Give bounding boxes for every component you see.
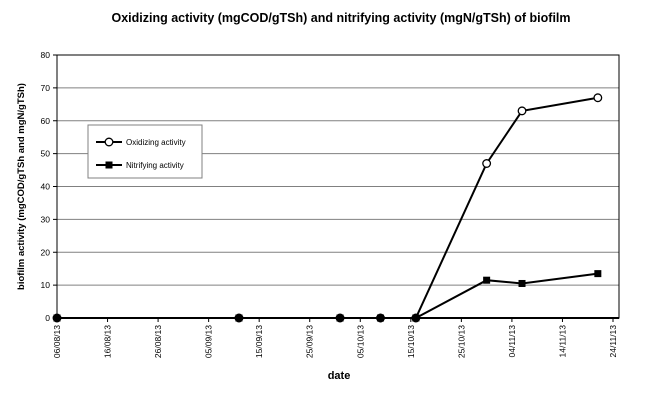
legend-label-nitrifying: Nitrifying activity	[126, 161, 184, 170]
oxidizing-data-point	[593, 93, 603, 103]
chart-title: Oxidizing activity (mgCOD/gTSh) and nitr…	[111, 11, 571, 25]
y-tick-label: 20	[41, 247, 51, 257]
y-tick-label: 30	[41, 214, 51, 224]
y-tick-label: 70	[41, 83, 51, 93]
oxidizing-data-point	[482, 159, 492, 168]
x-tick-label: 06/08/13	[52, 325, 62, 358]
x-tick-label: 16/08/13	[103, 325, 113, 358]
x-tick-label: 15/09/13	[254, 325, 264, 358]
nitrifying-data-point	[376, 314, 384, 322]
y-axis-title: biofilm activity (mgCOD/gTSh and mgN/gTS…	[16, 83, 27, 290]
nitrifying-data-point	[53, 314, 61, 322]
axes-and-gridlines: 0 10 20 30 40 50 60 70 80 06/08/13 16/08/13 26/08/1…	[41, 50, 620, 358]
x-tick-label: 05/10/13	[355, 325, 365, 358]
y-tick-label: 50	[41, 149, 51, 159]
nitrifying-data-point	[518, 279, 526, 287]
nitrifying-series-line	[57, 272, 598, 319]
y-tick-label: 60	[41, 116, 51, 126]
y-tick-label: 0	[45, 313, 50, 323]
y-tick-label: 10	[41, 280, 51, 290]
nitrifying-data-point	[235, 314, 243, 322]
oxidizing-marker-icon	[104, 137, 114, 147]
y-tick-label: 40	[41, 182, 51, 192]
legend-label-oxidizing: Oxidizing activity	[126, 138, 186, 147]
legend-box	[87, 124, 203, 179]
x-tick-label: 04/11/13	[507, 325, 517, 358]
nitrifying-marker-icon	[105, 161, 113, 169]
legend-item-oxidizing: Oxidizing activity	[96, 137, 186, 147]
legend-item-nitrifying: Nitrifying activity	[96, 161, 184, 170]
x-tick-label: 14/11/13	[557, 325, 567, 358]
x-tick-label: 05/09/13	[204, 325, 214, 358]
oxidizing-data-point	[517, 106, 527, 116]
legend: Oxidizing activity Nitrifying activity	[87, 124, 203, 179]
x-tick-label: 15/10/13	[406, 325, 416, 358]
x-axis-title: date	[328, 370, 351, 382]
x-tick-label: 25/09/13	[305, 325, 315, 358]
nitrifying-data-point	[336, 314, 344, 322]
nitrifying-data-point	[412, 314, 420, 322]
data-series	[52, 93, 603, 323]
x-tick-label: 26/08/13	[153, 325, 163, 358]
nitrifying-data-point	[594, 270, 602, 278]
x-tick-label: 24/11/13	[608, 325, 618, 358]
nitrifying-data-point	[483, 276, 491, 284]
y-tick-label: 80	[41, 50, 51, 60]
x-tick-label: 25/10/13	[456, 325, 466, 358]
